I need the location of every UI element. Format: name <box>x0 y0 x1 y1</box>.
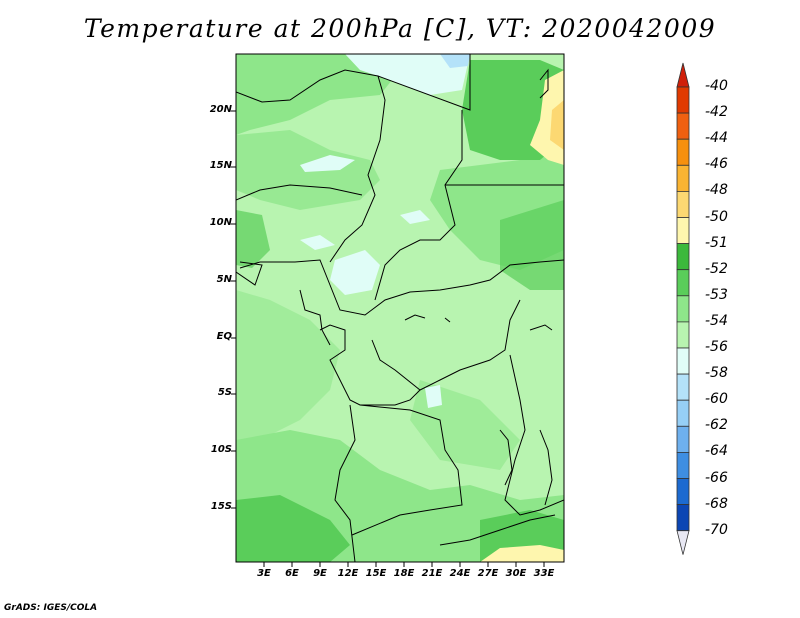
colorbar-swatch-3 <box>676 164 690 192</box>
lon-label-3e: 3E <box>257 568 271 579</box>
border-small-1 <box>404 314 426 321</box>
lat-label-15n: 15N <box>209 160 232 171</box>
field-dark-patch-southwest <box>236 495 350 562</box>
lon-label-15e: 15E <box>365 568 387 579</box>
lon-label-18e: 18E <box>393 568 415 579</box>
lon-label-6e: 6E <box>285 568 299 579</box>
field-warm-patch-south <box>480 545 564 562</box>
colorbar-label-1: -42 <box>705 104 728 121</box>
border-angola-east <box>351 404 463 536</box>
colorbar-label-17: -70 <box>705 521 728 538</box>
lat-label-5n: 5N <box>216 274 232 285</box>
lat-label-10s: 10S <box>210 444 232 455</box>
colorbar-swatch-0 <box>676 86 690 114</box>
border-small-2 <box>444 317 451 323</box>
field-cool-patch-chad <box>330 250 380 295</box>
colorbar-label-16: -68 <box>705 495 728 512</box>
border-lakes <box>504 354 564 516</box>
colorbar-label-7: -52 <box>705 260 728 277</box>
colorbar-label-2: -44 <box>705 130 728 147</box>
lon-label-12e: 12E <box>337 568 359 579</box>
colorbar-swatch-14 <box>676 451 690 479</box>
lon-label-30e: 30E <box>505 568 527 579</box>
border-sahel <box>236 184 363 201</box>
colorbar-label-11: -58 <box>705 365 728 382</box>
border-central-north <box>239 259 564 316</box>
field-cool-patch-north <box>345 54 470 95</box>
field-cool-patch-small-center <box>400 210 430 224</box>
border-lake-victoria <box>529 324 553 331</box>
colorbar-swatch-15 <box>676 478 690 506</box>
lon-label-24e: 24E <box>449 568 471 579</box>
lat-label-5s: 5S <box>217 387 232 398</box>
colorbar-label-8: -53 <box>705 286 728 303</box>
lat-label-15s: 15S <box>210 501 232 512</box>
political-borders <box>236 54 564 562</box>
map-ticks <box>231 110 545 567</box>
colorbar-label-5: -50 <box>705 208 728 225</box>
field-cool-patch-small-west <box>300 235 335 250</box>
border-chad-sudan <box>374 110 463 301</box>
border-north <box>236 54 471 111</box>
border-angola-west <box>334 404 356 562</box>
colorbar-swatch-9 <box>676 321 690 349</box>
colorbar-bottom-arrow <box>676 530 690 555</box>
colorbar-swatch-2 <box>676 138 690 166</box>
border-lake-malawi <box>539 429 553 506</box>
field-dark-patch-west <box>236 210 270 268</box>
border-zambia-south <box>439 514 556 546</box>
colorbar-swatch-13 <box>676 425 690 453</box>
colorbar-swatch-8 <box>676 295 690 323</box>
border-red-sea-coast <box>539 68 549 99</box>
colorbar <box>676 62 690 555</box>
colorbar-swatch-7 <box>676 269 690 297</box>
colorbar-label-12: -60 <box>705 391 728 408</box>
border-coast-west <box>236 261 263 286</box>
lon-label-27e: 27E <box>477 568 499 579</box>
border-drc-east <box>419 299 521 391</box>
field-cool-patch-congo <box>425 385 442 408</box>
colorbar-label-6: -51 <box>705 234 728 251</box>
lat-label-20n: 20N <box>209 104 232 115</box>
colorbar-label-14: -64 <box>705 443 728 460</box>
lon-label-21e: 21E <box>421 568 443 579</box>
colorbar-swatch-4 <box>676 190 690 218</box>
grads-credit: GrADS: IGES/COLA <box>4 603 98 613</box>
border-niger-chad <box>329 75 386 263</box>
lon-label-9e: 9E <box>313 568 327 579</box>
lat-label-eq: EQ <box>216 331 232 342</box>
colorbar-swatch-10 <box>676 347 690 375</box>
colorbar-swatch-5 <box>676 217 690 245</box>
colorbar-label-3: -46 <box>705 156 728 173</box>
field-dark-patch-east <box>500 200 564 290</box>
field-mid-band-north <box>236 54 400 135</box>
lat-label-10n: 10N <box>209 217 232 228</box>
colorbar-swatch-16 <box>676 504 690 532</box>
field-cool-patch-niger <box>300 155 355 172</box>
lon-label-33e: 33E <box>533 568 555 579</box>
colorbar-top-arrow <box>676 62 690 88</box>
field-coolest-patch-north <box>440 54 470 68</box>
colorbar-label-9: -54 <box>705 312 728 329</box>
map-frame <box>235 53 565 563</box>
colorbar-swatch-12 <box>676 399 690 427</box>
colorbar-label-0: -40 <box>705 78 728 94</box>
colorbar-swatch-6 <box>676 243 690 271</box>
chart-title: Temperature at 200hPa [C], VT: 202004200… <box>83 14 717 43</box>
field-warmer-patch-northeast <box>550 100 564 150</box>
colorbar-label-4: -48 <box>705 182 728 199</box>
field-mid-band-west <box>236 290 340 445</box>
border-gabon-congo <box>319 324 421 406</box>
colorbar-swatch-11 <box>676 373 690 401</box>
colorbar-label-10: -56 <box>705 339 728 355</box>
border-lake-tanganyika <box>499 429 513 486</box>
colorbar-label-13: -62 <box>705 417 728 434</box>
temperature-field <box>236 54 564 562</box>
colorbar-label-15: -66 <box>705 469 728 486</box>
colorbar-swatch-1 <box>676 112 690 140</box>
border-coast-cameroon <box>299 289 331 346</box>
